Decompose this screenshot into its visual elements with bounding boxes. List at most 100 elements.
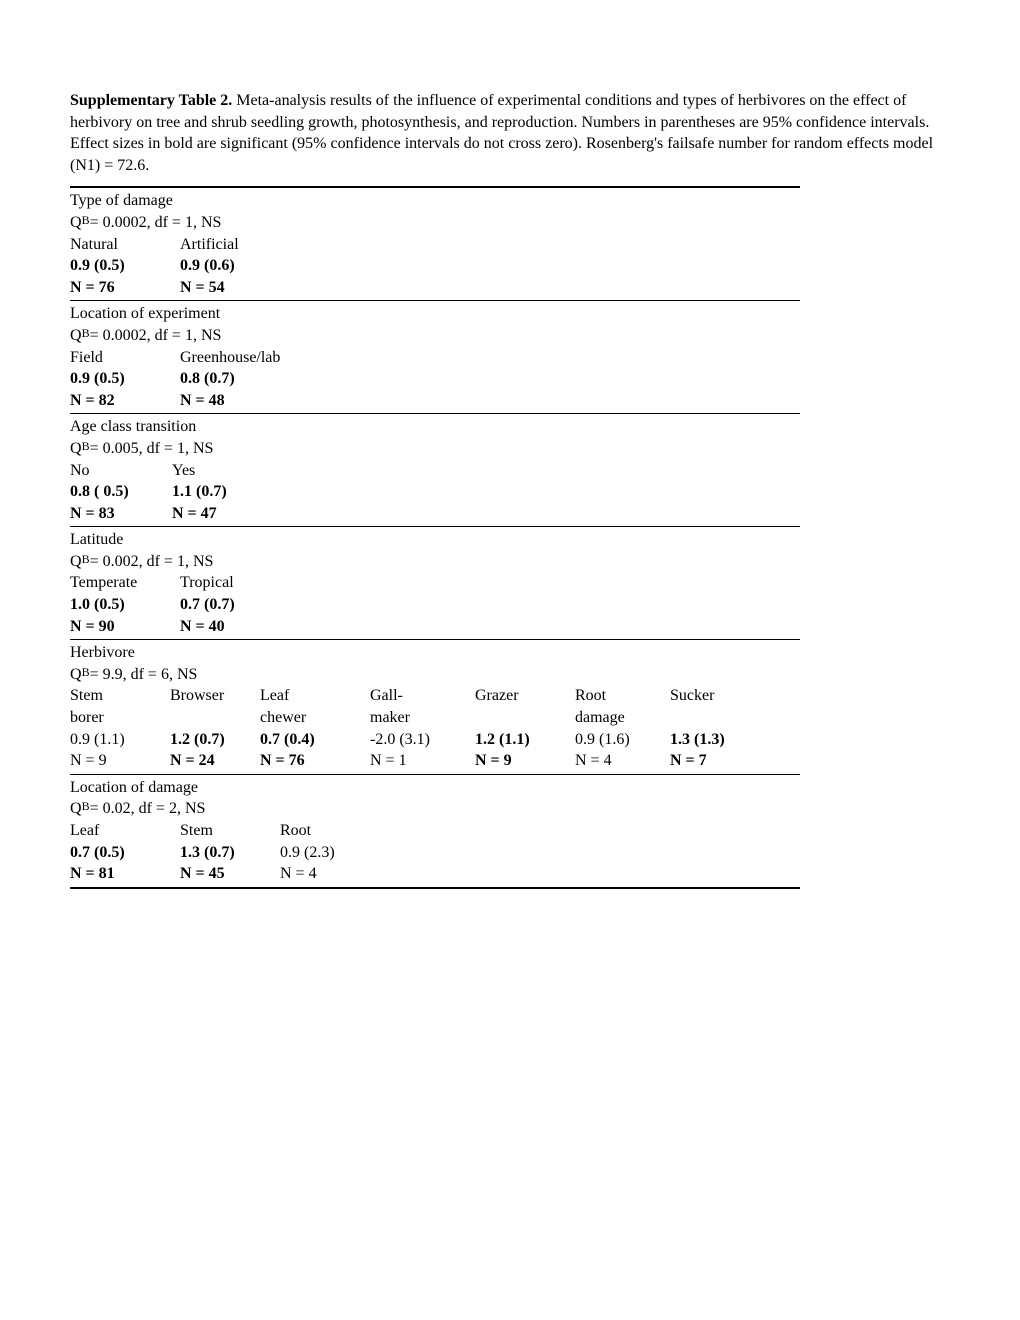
table-section: Location of damageQB = 0.02, df = 2, NSL… xyxy=(70,775,800,887)
effect-size: 0.8 ( 0.5) xyxy=(70,481,172,503)
sample-size: N = 7 xyxy=(670,750,770,772)
effect-size: 0.9 (1.6) xyxy=(575,729,670,751)
sample-sizes: N = 81N = 45N = 4 xyxy=(70,863,800,885)
effect-size: 0.9 (1.1) xyxy=(70,729,170,751)
section-title: Latitude xyxy=(70,529,800,551)
column-label: Leaf xyxy=(70,820,180,842)
column-label-2 xyxy=(670,707,770,729)
sample-size: N = 45 xyxy=(180,863,280,885)
effect-size: 1.0 (0.5) xyxy=(70,594,180,616)
section-title: Location of experiment xyxy=(70,303,800,325)
section-title: Location of damage xyxy=(70,777,800,799)
column-label-2: maker xyxy=(370,707,475,729)
section-title: Age class transition xyxy=(70,416,800,438)
column-label: Temperate xyxy=(70,572,180,594)
column-label: Greenhouse/lab xyxy=(180,347,340,369)
effect-size: 0.7 (0.5) xyxy=(70,842,180,864)
effect-sizes: 1.0 (0.5)0.7 (0.7) xyxy=(70,594,800,616)
effect-sizes: 0.9 (0.5)0.8 (0.7) xyxy=(70,368,800,390)
sample-sizes: N = 9N = 24N = 76N = 1N = 9N = 4N = 7 xyxy=(70,750,800,772)
sample-size: N = 82 xyxy=(70,390,180,412)
sample-size: N = 54 xyxy=(180,277,320,299)
effect-size: 0.9 (0.5) xyxy=(70,255,180,277)
sample-size: N = 40 xyxy=(180,616,320,638)
effect-sizes: 0.7 (0.5)1.3 (0.7)0.9 (2.3) xyxy=(70,842,800,864)
qb-stat: QB = 0.002, df = 1, NS xyxy=(70,551,800,573)
column-label: Stem xyxy=(180,820,280,842)
column-label: Field xyxy=(70,347,180,369)
sample-size: N = 90 xyxy=(70,616,180,638)
effect-size: 1.2 (0.7) xyxy=(170,729,260,751)
qb-stat: QB = 0.005, df = 1, NS xyxy=(70,438,800,460)
effect-size: 1.3 (1.3) xyxy=(670,729,770,751)
effect-sizes: 0.8 ( 0.5)1.1 (0.7) xyxy=(70,481,800,503)
column-label-2: borer xyxy=(70,707,170,729)
column-labels: NoYes xyxy=(70,460,800,482)
column-label: Natural xyxy=(70,234,180,256)
qb-stat: QB = 0.0002, df = 1, NS xyxy=(70,325,800,347)
section-title: Herbivore xyxy=(70,642,800,664)
effect-size: 0.7 (0.4) xyxy=(260,729,370,751)
column-label: Browser xyxy=(170,685,260,707)
effect-sizes: 0.9 (1.1)1.2 (0.7)0.7 (0.4)-2.0 (3.1)1.2… xyxy=(70,729,800,751)
column-label: Grazer xyxy=(475,685,575,707)
column-label-2: chewer xyxy=(260,707,370,729)
column-label: Artificial xyxy=(180,234,320,256)
sample-size: N = 24 xyxy=(170,750,260,772)
sample-size: N = 47 xyxy=(172,503,312,525)
effect-size: 0.9 (0.5) xyxy=(70,368,180,390)
effect-size: 1.1 (0.7) xyxy=(172,481,312,503)
column-label: Yes xyxy=(172,460,312,482)
table-caption: Supplementary Table 2. Meta-analysis res… xyxy=(70,90,950,176)
column-label: Gall- xyxy=(370,685,475,707)
sample-size: N = 76 xyxy=(70,277,180,299)
table-section: LatitudeQB = 0.002, df = 1, NSTemperateT… xyxy=(70,527,800,640)
column-label: No xyxy=(70,460,172,482)
sample-size: N = 76 xyxy=(260,750,370,772)
qb-stat: QB = 9.9, df = 6, NS xyxy=(70,664,800,686)
table-section: Age class transitionQB = 0.005, df = 1, … xyxy=(70,414,800,527)
column-label-2 xyxy=(170,707,260,729)
sample-sizes: N = 83N = 47 xyxy=(70,503,800,525)
sample-sizes: N = 82N = 48 xyxy=(70,390,800,412)
column-label: Stem xyxy=(70,685,170,707)
sample-sizes: N = 90N = 40 xyxy=(70,616,800,638)
column-labels: TemperateTropical xyxy=(70,572,800,594)
table-section: HerbivoreQB = 9.9, df = 6, NSStemBrowser… xyxy=(70,640,800,775)
column-labels: StemBrowserLeafGall-GrazerRootSucker xyxy=(70,685,800,707)
table-section: Type of damageQB = 0.0002, df = 1, NSNat… xyxy=(70,188,800,301)
sample-size: N = 48 xyxy=(180,390,340,412)
data-table: Type of damageQB = 0.0002, df = 1, NSNat… xyxy=(70,186,800,888)
qb-stat: QB = 0.02, df = 2, NS xyxy=(70,798,800,820)
sample-sizes: N = 76N = 54 xyxy=(70,277,800,299)
effect-size: 0.8 (0.7) xyxy=(180,368,340,390)
effect-sizes: 0.9 (0.5)0.9 (0.6) xyxy=(70,255,800,277)
column-label: Root xyxy=(575,685,670,707)
effect-size: 0.9 (0.6) xyxy=(180,255,320,277)
sample-size: N = 81 xyxy=(70,863,180,885)
column-labels: NaturalArtificial xyxy=(70,234,800,256)
sample-size: N = 4 xyxy=(280,863,420,885)
column-label: Leaf xyxy=(260,685,370,707)
column-label-2: damage xyxy=(575,707,670,729)
caption-title: Supplementary Table 2. xyxy=(70,92,232,109)
column-label: Tropical xyxy=(180,572,320,594)
effect-size: 0.9 (2.3) xyxy=(280,842,420,864)
qb-stat: QB = 0.0002, df = 1, NS xyxy=(70,212,800,234)
effect-size: 0.7 (0.7) xyxy=(180,594,320,616)
sample-size: N = 4 xyxy=(575,750,670,772)
column-labels-2: borer chewermaker damage xyxy=(70,707,800,729)
sample-size: N = 1 xyxy=(370,750,475,772)
sample-size: N = 9 xyxy=(70,750,170,772)
table-section: Location of experimentQB = 0.0002, df = … xyxy=(70,301,800,414)
sample-size: N = 9 xyxy=(475,750,575,772)
column-labels: FieldGreenhouse/lab xyxy=(70,347,800,369)
effect-size: -2.0 (3.1) xyxy=(370,729,475,751)
effect-size: 1.3 (0.7) xyxy=(180,842,280,864)
column-label: Sucker xyxy=(670,685,770,707)
section-title: Type of damage xyxy=(70,190,800,212)
effect-size: 1.2 (1.1) xyxy=(475,729,575,751)
sample-size: N = 83 xyxy=(70,503,172,525)
column-label: Root xyxy=(280,820,420,842)
column-label-2 xyxy=(475,707,575,729)
